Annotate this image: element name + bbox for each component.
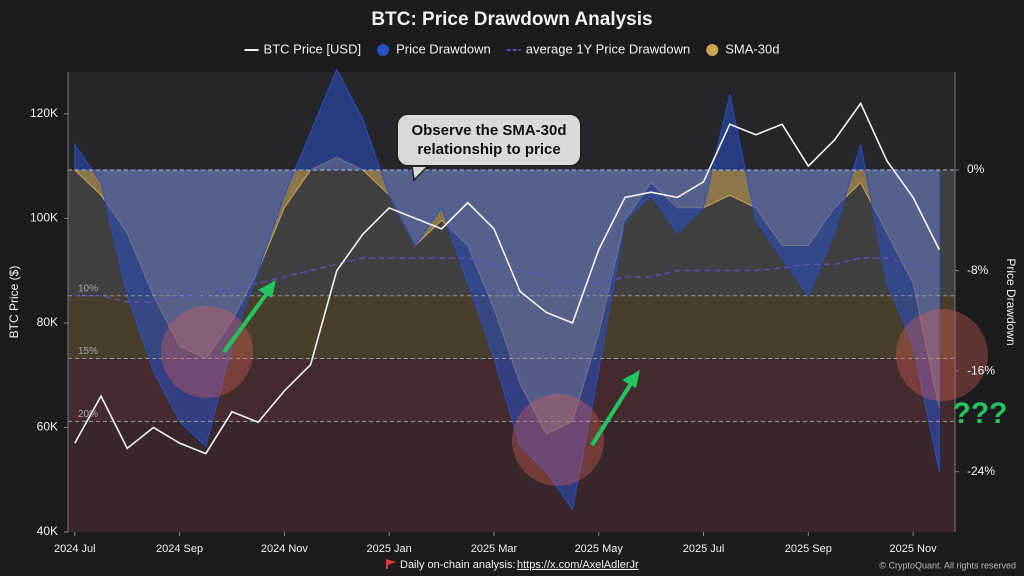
x-tick-label: 2025 Mar xyxy=(471,543,518,555)
x-tick-label: 2025 Sep xyxy=(785,543,832,555)
y-tick-label: 120K xyxy=(30,106,58,120)
legend-marker xyxy=(377,44,390,56)
y2-tick-label: -16% xyxy=(967,363,995,377)
y-tick-label: 80K xyxy=(37,315,58,329)
legend-label: SMA-30d xyxy=(725,41,779,56)
legend-marker xyxy=(706,44,719,56)
x-tick-label: 2024 Nov xyxy=(261,543,309,555)
y2-tick-label: 0% xyxy=(967,162,985,176)
line xyxy=(74,101,940,455)
chart-title: BTC: Price Drawdown Analysis xyxy=(371,9,652,30)
y-tick-label: 60K xyxy=(37,420,58,434)
band-label: 20% xyxy=(78,409,98,420)
legend-label: BTC Price [USD] xyxy=(264,41,362,56)
question-marks: ??? xyxy=(953,397,1008,430)
y2-axis-label: Price Drawdown xyxy=(1004,258,1018,345)
highlight-circle xyxy=(896,309,988,401)
line xyxy=(74,257,940,303)
band-label: 10% xyxy=(78,283,98,294)
x-tick-label: 2025 Jan xyxy=(367,543,412,555)
x-tick-label: 2025 May xyxy=(575,543,624,555)
footer-link[interactable]: https://x.com/AxelAdlerJr xyxy=(517,559,639,571)
y-axis-label: BTC Price ($) xyxy=(7,266,21,339)
legend-label: Price Drawdown xyxy=(396,41,491,56)
copyright: © CryptoQuant. All rights reserved xyxy=(879,560,1016,570)
legend-label: average 1Y Price Drawdown xyxy=(526,41,691,56)
y-tick-label: 40K xyxy=(37,524,58,538)
band-label: 15% xyxy=(78,346,98,357)
x-tick-label: 2024 Jul xyxy=(54,543,96,555)
flag-icon xyxy=(386,559,396,569)
x-tick-label: 2024 Sep xyxy=(156,543,203,555)
arrows xyxy=(222,280,640,447)
highlight-circle xyxy=(161,306,253,398)
y2-tick-label: -8% xyxy=(967,263,989,277)
highlight-circle xyxy=(512,394,604,486)
x-tick-label: 2025 Jul xyxy=(683,543,725,555)
y-tick-label: 100K xyxy=(30,211,58,225)
drawdown-band xyxy=(68,421,955,532)
legend: BTC Price [USD] Price Drawdown average 1Y … xyxy=(244,41,779,56)
footer-text: Daily on-chain analysis: xyxy=(400,559,516,571)
x-tick-label: 2025 Nov xyxy=(890,543,938,555)
y2-tick-label: -24% xyxy=(967,464,995,478)
area xyxy=(74,68,940,511)
callout: Observe the SMA-30d relationship to pric… xyxy=(396,113,582,167)
